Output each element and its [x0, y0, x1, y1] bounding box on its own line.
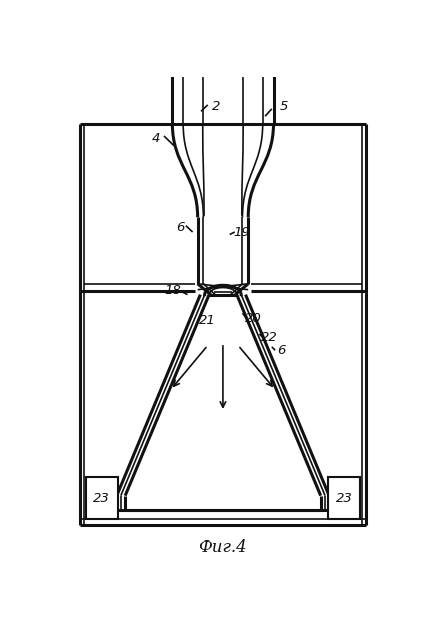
Text: 21: 21	[199, 314, 216, 327]
Text: 2: 2	[211, 100, 220, 113]
Text: 18: 18	[164, 284, 181, 297]
Text: 23: 23	[93, 492, 110, 505]
Text: 20: 20	[244, 312, 261, 324]
Text: 22: 22	[260, 332, 277, 344]
Text: 5: 5	[279, 100, 287, 113]
Bar	[85, 477, 118, 519]
Text: 23: 23	[335, 492, 352, 505]
Text: 6: 6	[276, 344, 285, 357]
Bar	[327, 477, 359, 519]
Text: 19: 19	[233, 225, 249, 239]
Text: 4: 4	[151, 132, 159, 145]
Text: 6: 6	[176, 221, 184, 234]
Text: Фиг.4: Фиг.4	[198, 539, 247, 556]
